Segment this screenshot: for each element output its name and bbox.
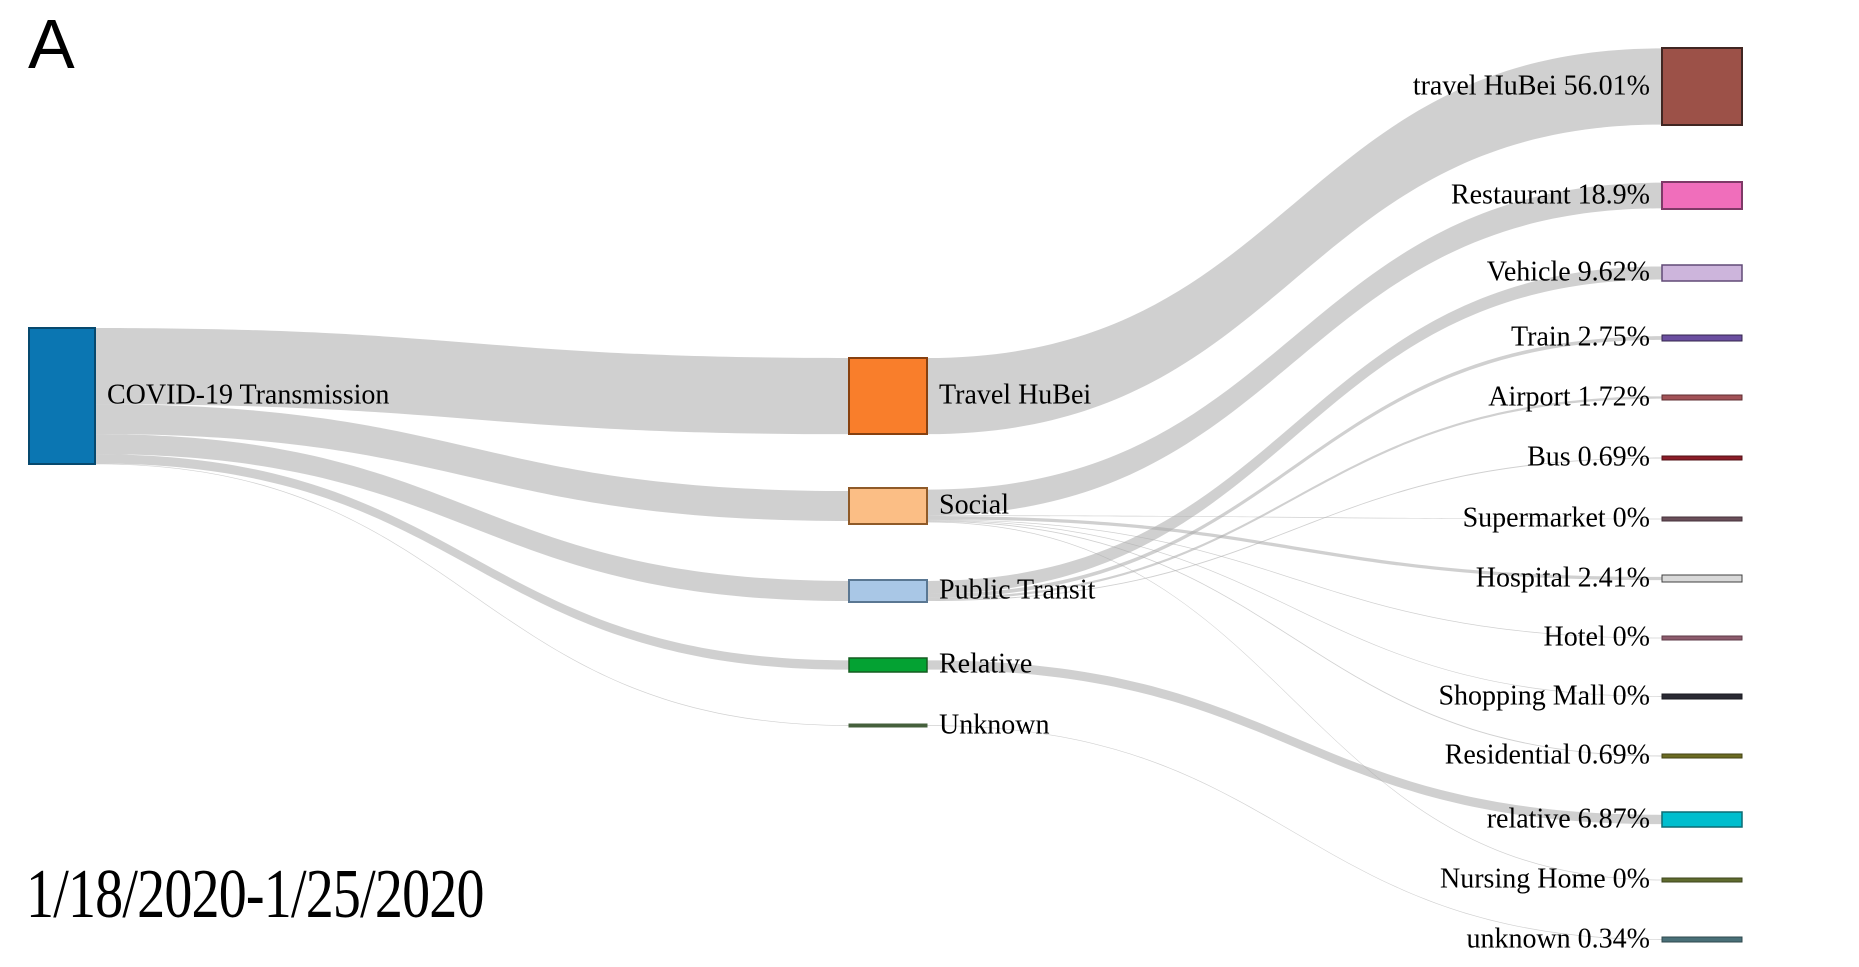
sankey-label-supermarket: Supermarket 0% xyxy=(1462,502,1650,534)
sankey-node-shopping-mall xyxy=(1661,693,1743,700)
sankey-link-social-residential xyxy=(927,520,1662,757)
sankey-link-social-nursing-home xyxy=(927,521,1662,881)
sankey-node-hotel xyxy=(1661,635,1743,641)
sankey-label-vehicle: Vehicle 9.62% xyxy=(1486,256,1650,288)
sankey-node-unknown-mid xyxy=(848,723,928,728)
sankey-node-hospital xyxy=(1661,574,1743,583)
sankey-link-unknown-mid-unknown xyxy=(927,725,1662,940)
sankey-label-covid: COVID-19 Transmission xyxy=(107,379,390,411)
sankey-node-travel-hubei-mid xyxy=(848,357,928,435)
sankey-label-relative-mid: Relative xyxy=(939,648,1033,680)
sankey-label-travel-hubei-mid: Travel HuBei xyxy=(939,379,1092,411)
sankey-node-residential xyxy=(1661,753,1743,759)
sankey-link-social-hotel xyxy=(927,519,1662,639)
date-range-label: 1/18/2020-1/25/2020 xyxy=(26,856,484,933)
sankey-label-unknown: unknown 0.34% xyxy=(1466,923,1650,955)
sankey-link-covid-unknown-mid xyxy=(95,463,849,726)
sankey-link-relative-mid-relative xyxy=(927,660,1662,825)
sankey-label-residential: Residential 0.69% xyxy=(1444,739,1650,771)
sankey-label-bus: Bus 0.69% xyxy=(1527,441,1650,473)
sankey-link-covid-public-transit xyxy=(95,434,849,602)
sankey-node-covid xyxy=(28,327,96,465)
sankey-node-bus xyxy=(1661,455,1743,461)
sankey-label-unknown-mid: Unknown xyxy=(939,709,1050,741)
sankey-link-social-restaurant xyxy=(927,182,1662,516)
sankey-label-social: Social xyxy=(939,489,1009,521)
sankey-node-airport xyxy=(1661,394,1743,401)
sankey-label-train: Train 2.75% xyxy=(1511,321,1650,353)
sankey-label-public-transit: Public Transit xyxy=(939,574,1096,606)
sankey-link-travel-hubei-mid-travel-hubei xyxy=(927,48,1662,435)
sankey-label-hotel: Hotel 0% xyxy=(1543,621,1650,653)
sankey-label-shopping-mall: Shopping Mall 0% xyxy=(1438,680,1650,712)
sankey-node-vehicle xyxy=(1661,264,1743,282)
sankey-node-social xyxy=(848,487,928,525)
sankey-node-relative-mid xyxy=(848,657,928,673)
sankey-label-travel-hubei: travel HuBei 56.01% xyxy=(1412,70,1650,102)
sankey-link-public-transit-vehicle xyxy=(927,266,1662,595)
sankey-link-covid-travel-hubei-mid xyxy=(95,328,849,435)
sankey-link-public-transit-train xyxy=(927,336,1662,598)
sankey-node-supermarket xyxy=(1661,516,1743,522)
panel-letter: A xyxy=(28,5,75,83)
sankey-node-travel-hubei xyxy=(1661,47,1743,126)
sankey-node-unknown xyxy=(1661,936,1743,943)
sankey-label-airport: Airport 1.72% xyxy=(1488,381,1650,413)
sankey-link-social-hospital xyxy=(927,516,1662,581)
sankey-link-public-transit-airport xyxy=(927,396,1662,601)
sankey-link-social-supermarket xyxy=(927,515,1662,520)
sankey-label-relative: relative 6.87% xyxy=(1486,803,1650,835)
sankey-node-relative xyxy=(1661,811,1743,828)
sankey-label-restaurant: Restaurant 18.9% xyxy=(1450,179,1650,211)
sankey-node-restaurant xyxy=(1661,181,1743,210)
sankey-node-public-transit xyxy=(848,579,928,603)
sankey-label-nursing-home: Nursing Home 0% xyxy=(1440,863,1650,895)
sankey-label-hospital: Hospital 2.41% xyxy=(1475,562,1650,594)
sankey-link-social-shopping-mall xyxy=(927,520,1662,697)
sankey-link-public-transit-bus xyxy=(927,457,1662,602)
sankey-node-nursing-home xyxy=(1661,877,1743,883)
sankey-link-covid-social xyxy=(95,404,849,521)
sankey-link-covid-relative-mid xyxy=(95,454,849,670)
sankey-node-train xyxy=(1661,334,1743,342)
